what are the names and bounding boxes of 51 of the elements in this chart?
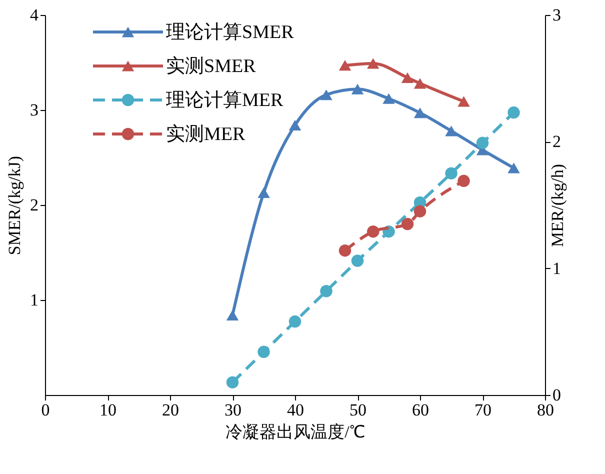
y2-axis-title: MER/(kg/h)	[548, 164, 567, 248]
point	[320, 285, 332, 298]
x-tick-label: 50	[350, 400, 366, 420]
point	[320, 89, 332, 100]
legend-label: 实测SMER	[166, 55, 256, 77]
point	[382, 93, 395, 104]
x-tick-label: 10	[100, 400, 116, 420]
point	[288, 120, 302, 131]
point	[508, 106, 520, 119]
y-tick-label: 1	[30, 290, 38, 310]
point	[445, 167, 458, 180]
y-axis-title: SMER/(kg/kJ)	[5, 156, 24, 256]
point	[258, 346, 270, 358]
point	[458, 174, 470, 188]
legend-label: 理论计算MER	[166, 90, 284, 111]
x-axis-title: 冷凝器出风温度/℃	[226, 422, 366, 442]
x-tick-label: 70	[474, 400, 492, 420]
point	[401, 72, 414, 84]
x-tick-label: 60	[412, 400, 429, 420]
point	[445, 126, 458, 136]
y-tick-label: 4	[30, 6, 39, 24]
point	[414, 78, 426, 89]
point	[351, 254, 364, 267]
point	[458, 96, 470, 107]
point	[338, 60, 352, 71]
legend-label: 理论计算SMER	[166, 22, 294, 43]
point	[367, 58, 380, 69]
x-tick-label: 20	[162, 400, 179, 420]
point	[226, 376, 239, 388]
point	[414, 205, 426, 218]
point	[414, 108, 426, 118]
y-tick-label: 3	[30, 100, 38, 120]
point	[351, 84, 364, 94]
point	[226, 310, 239, 321]
point	[401, 218, 414, 230]
y2-tick-label: 1	[552, 258, 561, 278]
y2-tick-label: 0	[552, 386, 561, 404]
legend-label: 实测MER	[166, 123, 246, 145]
point	[338, 244, 352, 257]
point	[508, 162, 520, 174]
x-tick-label: 80	[537, 400, 554, 420]
point	[288, 315, 302, 328]
point	[258, 187, 270, 198]
point	[367, 225, 380, 238]
point	[476, 136, 489, 150]
x-tick-label: 40	[287, 400, 304, 420]
y2-tick-label: 3	[552, 6, 561, 24]
x-tick-label: 30	[224, 400, 242, 420]
y-tick-label: 2	[30, 196, 38, 214]
y2-tick-label: 2	[552, 132, 561, 152]
x-tick-label: 0	[41, 400, 50, 420]
